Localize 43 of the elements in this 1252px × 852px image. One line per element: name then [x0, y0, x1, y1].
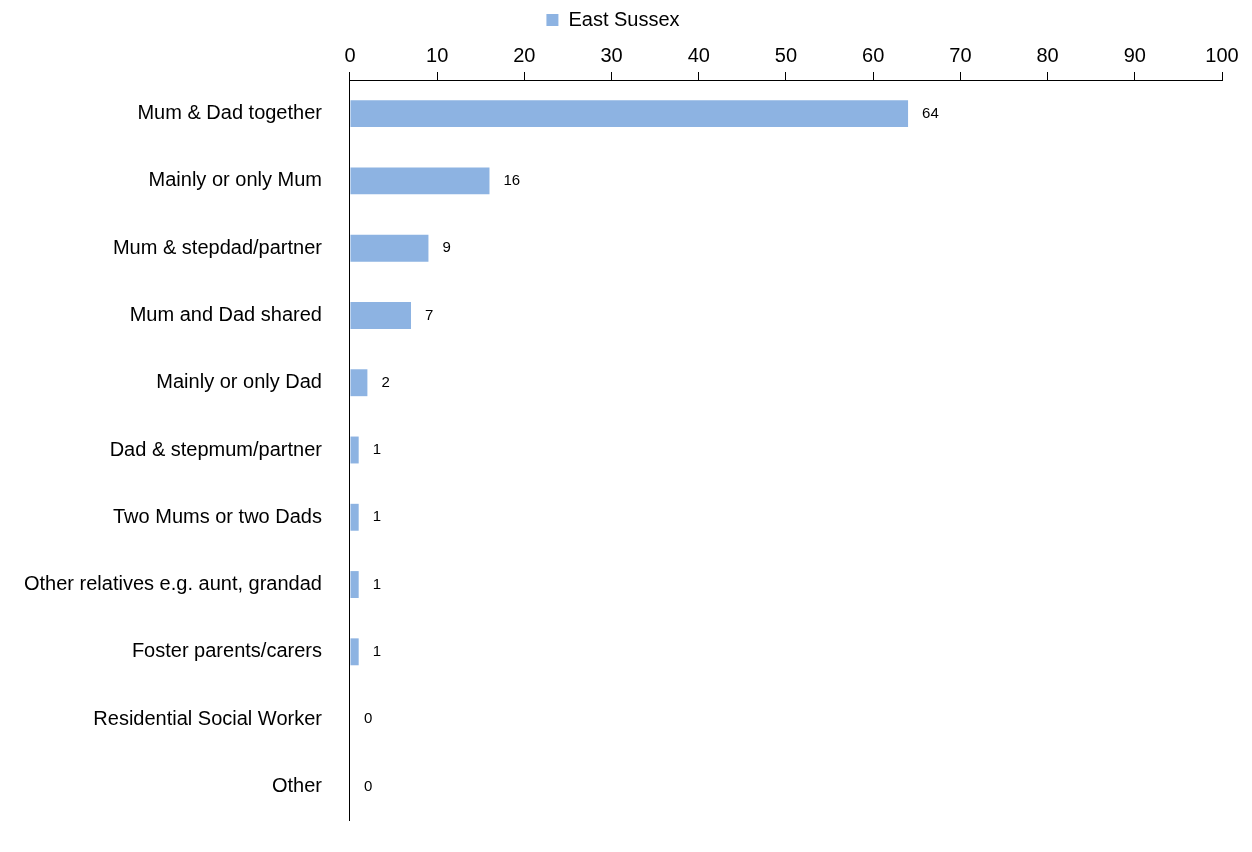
y-tick-label: Foster parents/carers [131, 639, 322, 662]
data-label: 1 [372, 574, 382, 592]
x-tick-label: 80 [1036, 43, 1059, 66]
data-label: 2 [381, 372, 390, 390]
x-tick-label: 30 [600, 43, 623, 66]
y-tick-label: Dad & stepmum/partner [109, 437, 323, 460]
data-label: 7 [425, 305, 434, 323]
x-tick-label: 90 [1123, 43, 1146, 66]
data-label: 64 [922, 103, 939, 121]
data-label: 1 [372, 641, 382, 659]
x-tick-label: 100 [1205, 43, 1239, 66]
data-label: 1 [372, 440, 382, 458]
legend-label: East Sussex [568, 7, 680, 30]
data-label: 1 [372, 507, 382, 525]
y-tick-label: Mum and Dad shared [129, 302, 322, 325]
data-label: 0 [363, 776, 373, 794]
data-label: 0 [363, 709, 373, 727]
x-tick-label: 0 [344, 43, 356, 66]
bar [350, 436, 359, 464]
x-tick-label: 50 [774, 43, 798, 66]
y-tick-label: Two Mums or two Dads [113, 504, 322, 527]
y-tick-label: Mum & Dad together [137, 101, 323, 124]
bar [350, 503, 359, 531]
x-tick-label: 20 [513, 43, 536, 66]
bar [350, 638, 359, 666]
x-tick-label: 40 [687, 43, 710, 66]
x-tick-label: 10 [426, 43, 449, 66]
y-tick-label: Other relatives e.g. aunt, grandad [23, 572, 322, 595]
bar [350, 571, 359, 598]
y-tick-label: Residential Social Worker [93, 706, 323, 729]
bar [350, 234, 429, 262]
y-tick-label: Other [271, 773, 323, 796]
x-tick-label: 60 [862, 43, 885, 66]
bar [350, 167, 490, 195]
data-label: 9 [442, 238, 451, 256]
bar [350, 369, 368, 397]
y-tick-label: Mainly or only Mum [148, 168, 322, 191]
x-tick-label: 70 [949, 43, 972, 66]
bar [350, 302, 411, 329]
data-label: 16 [503, 171, 521, 189]
bar [350, 100, 909, 128]
y-tick-label: Mum & stepdad/partner [112, 235, 323, 258]
y-tick-label: Mainly or only Dad [156, 370, 322, 393]
